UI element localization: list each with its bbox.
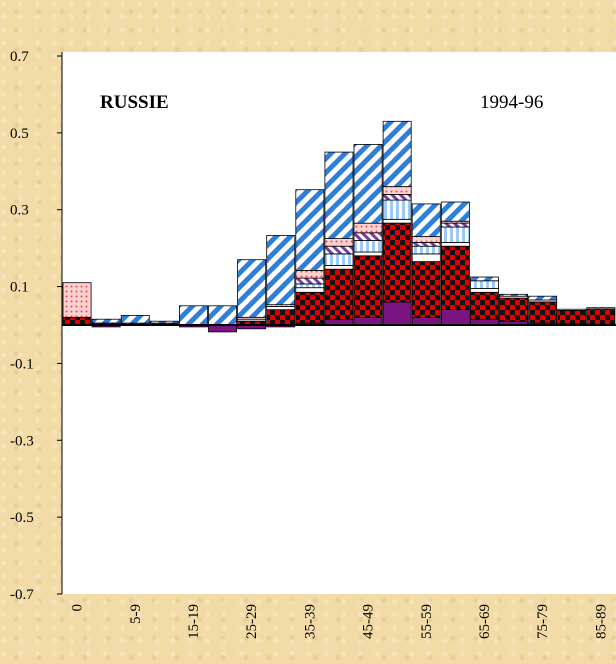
bar-bluestripe-10-14 bbox=[149, 320, 179, 324]
x-tick-label: 55-59 bbox=[419, 604, 435, 639]
y-tick-label: -0.3 bbox=[10, 433, 34, 449]
y-tick-label: -0.7 bbox=[10, 587, 34, 603]
bar-checker-50-54 bbox=[382, 222, 412, 303]
bar-hatch-55-59 bbox=[411, 241, 441, 247]
bar-checker-30-34 bbox=[266, 309, 296, 326]
x-tick-label: 45-49 bbox=[361, 604, 377, 639]
bar-checker-45-49 bbox=[353, 255, 383, 318]
bar-pinkdots-50-54 bbox=[382, 186, 412, 195]
bar-checker-70-74 bbox=[499, 297, 529, 322]
bar-hatch-35-39 bbox=[295, 277, 325, 285]
chart-title: RUSSIE bbox=[100, 92, 169, 113]
bar-pinkdots-55-59 bbox=[411, 236, 441, 243]
x-tick-label: 85-89 bbox=[593, 604, 609, 639]
bar-bluestripe-1-4 bbox=[91, 318, 121, 324]
x-tick-label: 5-9 bbox=[128, 604, 144, 624]
bar-hatch-45-49 bbox=[353, 232, 383, 241]
bar-checker-85-89 bbox=[586, 308, 616, 325]
bar-purple-50-54 bbox=[382, 301, 412, 326]
bar-checker-0 bbox=[62, 316, 92, 326]
bar-lightblue-35-39 bbox=[295, 283, 325, 289]
bar-bluestripe-5-9 bbox=[120, 314, 150, 324]
bar-lightblue-65-69 bbox=[469, 280, 499, 289]
bar-white-55-59 bbox=[411, 253, 441, 262]
bar-bluestripe-75-79 bbox=[528, 295, 558, 301]
bar-bluestripe-70-74 bbox=[499, 293, 529, 297]
bar-white-50-54 bbox=[382, 218, 412, 224]
bar-bluestripe-65-69 bbox=[469, 276, 499, 282]
x-tick-label: 0 bbox=[70, 604, 86, 612]
y-tick-label: 0.1 bbox=[10, 280, 29, 296]
bar-white-85-89 bbox=[586, 307, 616, 310]
bar-bluestripe-25-29 bbox=[237, 259, 267, 318]
bar-hatch-40-44 bbox=[324, 245, 354, 255]
bar-bluestripe-35-39 bbox=[295, 189, 325, 271]
y-tick-label: 0.5 bbox=[10, 126, 29, 142]
x-axis-ticks: 0 5-9 15-19 25-29 35-39 45-49 55-59 65-69 75-79 8… bbox=[70, 604, 610, 639]
x-tick-label: 65-69 bbox=[477, 604, 493, 639]
bar-bluestripe-20-24 bbox=[208, 305, 238, 326]
bar-bluestripe-60-64 bbox=[440, 201, 470, 222]
y-tick-label: -0.5 bbox=[10, 510, 34, 526]
bar-pinkdots-45-49 bbox=[353, 222, 383, 234]
bar-checker-60-64 bbox=[440, 245, 470, 310]
bar-bluestripe-15-19 bbox=[178, 305, 208, 326]
bar-bluestripe-45-49 bbox=[353, 143, 383, 224]
x-tick-label: 15-19 bbox=[186, 604, 202, 639]
x-tick-label: 25-29 bbox=[244, 604, 260, 639]
bar-hatch-50-54 bbox=[382, 193, 412, 201]
bar-bluestripe-30-34 bbox=[266, 235, 296, 306]
bar-lightblue-40-44 bbox=[324, 253, 354, 266]
bar-checker-40-44 bbox=[324, 268, 354, 320]
bar-white-65-69 bbox=[469, 288, 499, 293]
bar-purple-60-64 bbox=[440, 309, 470, 326]
x-tick-label: 35-39 bbox=[302, 604, 318, 639]
bar-white-60-64 bbox=[440, 241, 470, 247]
bar-purple-55-59 bbox=[411, 316, 441, 326]
bar-white-35-39 bbox=[295, 287, 325, 293]
bar-white-80-84 bbox=[557, 308, 587, 311]
bar-bluestripe-40-44 bbox=[324, 151, 354, 240]
bar-pinkdots-40-44 bbox=[324, 238, 354, 247]
bar-checker-75-79 bbox=[528, 301, 558, 324]
bar-checker-35-39 bbox=[295, 291, 325, 324]
bar-checker-55-59 bbox=[411, 261, 441, 318]
bar-lightblue-60-64 bbox=[440, 226, 470, 243]
bar-checker-80-84 bbox=[557, 309, 587, 325]
y-tick-label: 0.7 bbox=[10, 49, 29, 65]
bar-pinkdots-0 bbox=[62, 282, 92, 318]
y-tick-label: -0.1 bbox=[10, 356, 34, 372]
bars bbox=[62, 120, 616, 333]
bar-white-40-44 bbox=[324, 264, 354, 270]
chart-subtitle: 1994-96 bbox=[480, 92, 543, 113]
bar-purple-20-24 bbox=[208, 324, 238, 333]
bar-white-30-34 bbox=[266, 306, 296, 311]
y-tick-label: 0.3 bbox=[10, 203, 29, 219]
bar-lightblue-55-59 bbox=[411, 245, 441, 255]
y-axis-ticks: 0.7 0.5 0.3 0.1 -0.1 -0.3 -0.5 -0.7 bbox=[10, 49, 62, 603]
x-tick-label: 75-79 bbox=[535, 604, 551, 639]
bar-pinkdots-35-39 bbox=[295, 269, 325, 279]
bar-hatch-60-64 bbox=[440, 222, 470, 228]
bar-bluestripe-50-54 bbox=[382, 120, 412, 188]
bar-checker-65-69 bbox=[469, 291, 499, 320]
bar-white-45-49 bbox=[353, 251, 383, 257]
bar-purple-45-49 bbox=[353, 316, 383, 326]
bar-lightblue-50-54 bbox=[382, 199, 412, 220]
bar-lightblue-45-49 bbox=[353, 240, 383, 253]
bar-bluestripe-55-59 bbox=[411, 203, 441, 237]
